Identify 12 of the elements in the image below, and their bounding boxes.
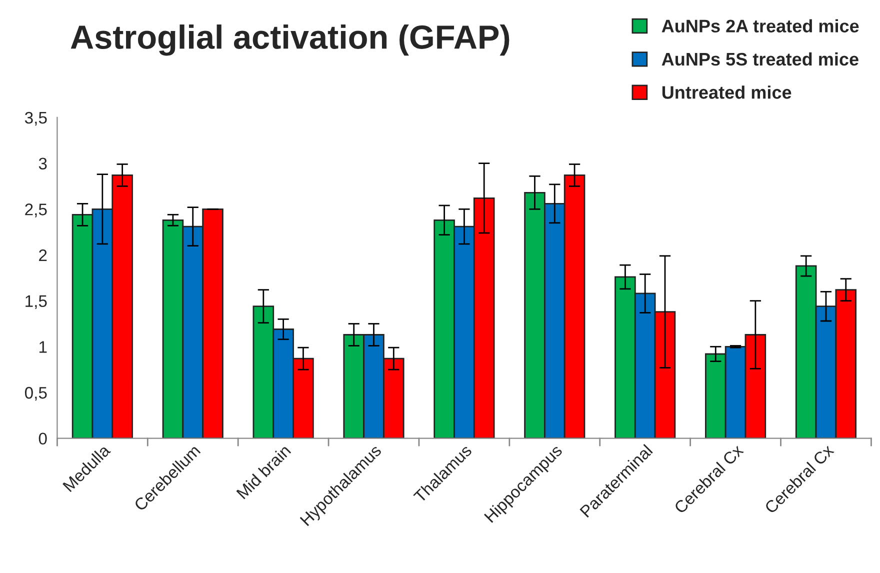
y-tick-label: 1: [39, 341, 47, 353]
legend-label: AuNPs 5S treated mice: [662, 52, 858, 66]
y-tick-label: 3: [38, 158, 47, 170]
legend-label: AuNPs 2A treated mice: [662, 19, 859, 32]
chart-title: Astroglial activation (GFAP): [70, 24, 510, 56]
y-tick-label: 0: [38, 432, 47, 445]
y-tick-label: 2,5: [25, 204, 47, 218]
y-tick-label: 0,5: [24, 386, 47, 401]
legend-label: Untreated mice: [662, 86, 792, 99]
y-tick-label: 1,5: [26, 295, 47, 309]
y-tick-label: 3,5: [24, 112, 47, 126]
y-tick-label: 2: [39, 249, 47, 262]
